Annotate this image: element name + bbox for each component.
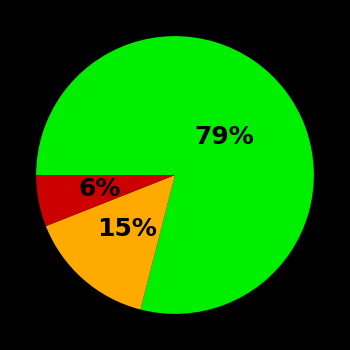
Text: 6%: 6%: [79, 177, 121, 201]
Text: 79%: 79%: [195, 125, 254, 149]
Wedge shape: [36, 36, 314, 314]
Wedge shape: [36, 175, 175, 226]
Text: 15%: 15%: [97, 217, 157, 241]
Wedge shape: [46, 175, 175, 309]
